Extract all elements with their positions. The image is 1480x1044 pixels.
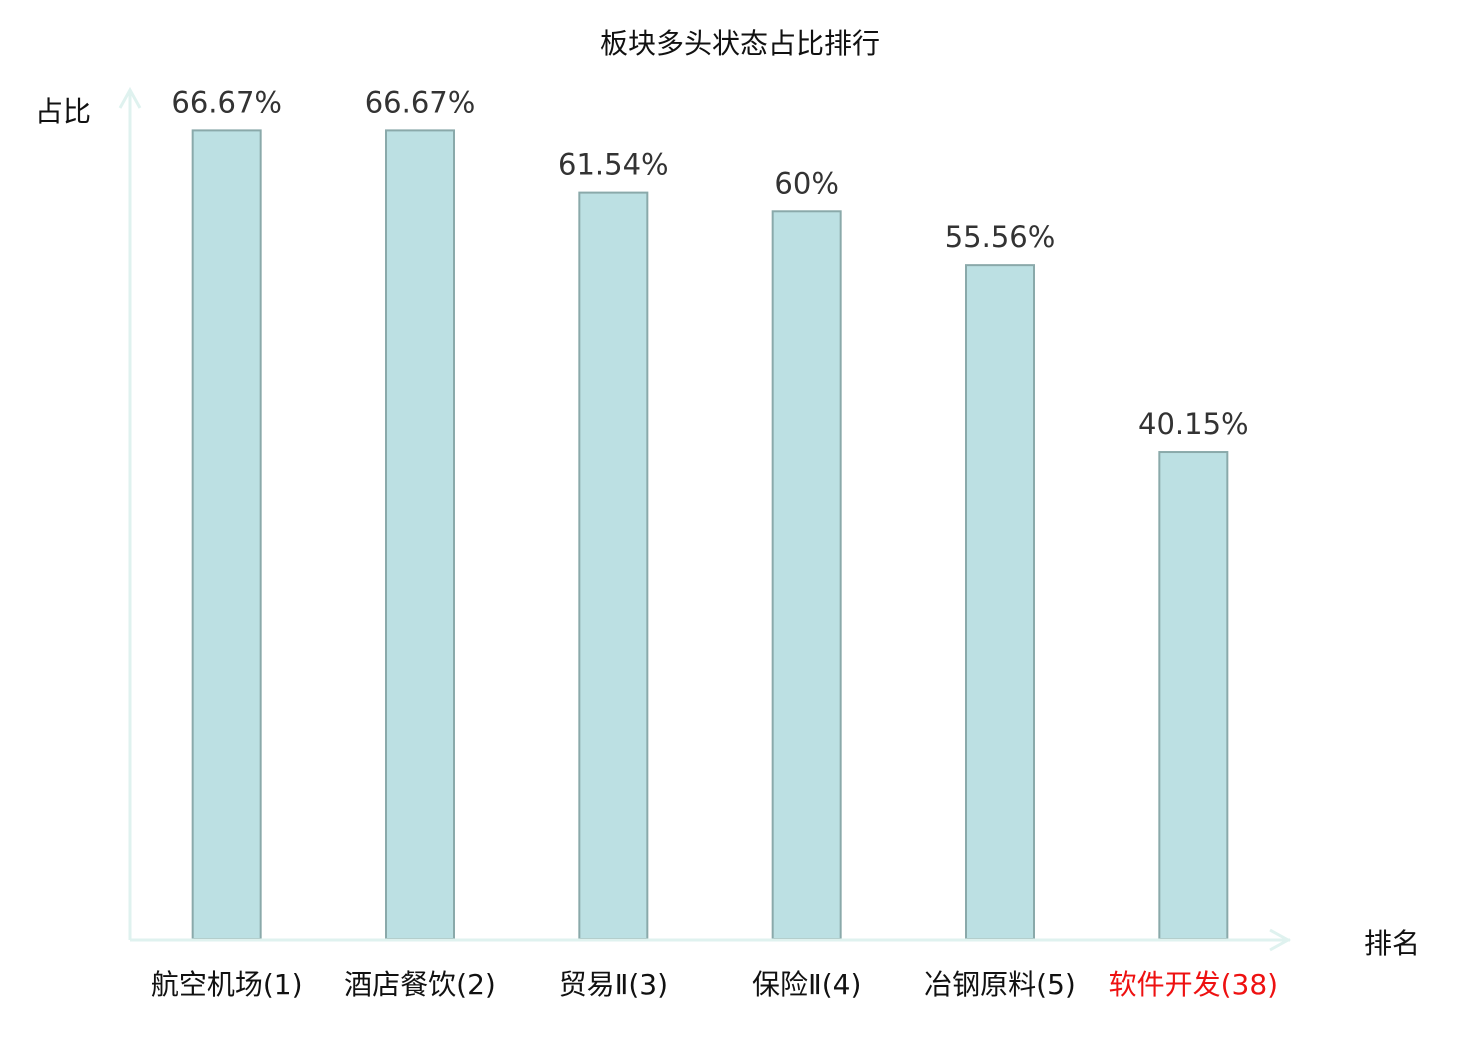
data-label: 61.54% (558, 148, 669, 182)
x-axis-label: 排名 (1364, 927, 1420, 960)
bar (965, 264, 1035, 940)
data-label: 66.67% (171, 85, 282, 119)
x-tick-label: 贸易Ⅱ(3) (559, 968, 668, 1001)
data-label: 55.56% (945, 220, 1056, 254)
x-tick-label: 软件开发(38) (1109, 968, 1278, 1001)
x-tick-label: 酒店餐饮(2) (344, 968, 496, 1001)
x-tick-label: 航空机场(1) (151, 968, 303, 1001)
bar (578, 191, 649, 940)
y-axis-label: 占比 (35, 95, 91, 128)
bar (191, 129, 262, 941)
x-axis-arrow-icon (1269, 928, 1292, 952)
bar (771, 210, 842, 941)
y-axis-arrow-icon (118, 86, 142, 109)
chart-title: 板块多头状态占比排行 (600, 27, 880, 60)
data-label: 60% (774, 166, 838, 200)
data-label: 40.15% (1138, 407, 1249, 441)
x-tick-label: 保险Ⅱ(4) (752, 968, 861, 1001)
data-label: 66.67% (365, 85, 476, 119)
bar (385, 129, 455, 941)
bar (1158, 451, 1229, 940)
x-tick-label: 冶钢原料(5) (924, 968, 1076, 1001)
